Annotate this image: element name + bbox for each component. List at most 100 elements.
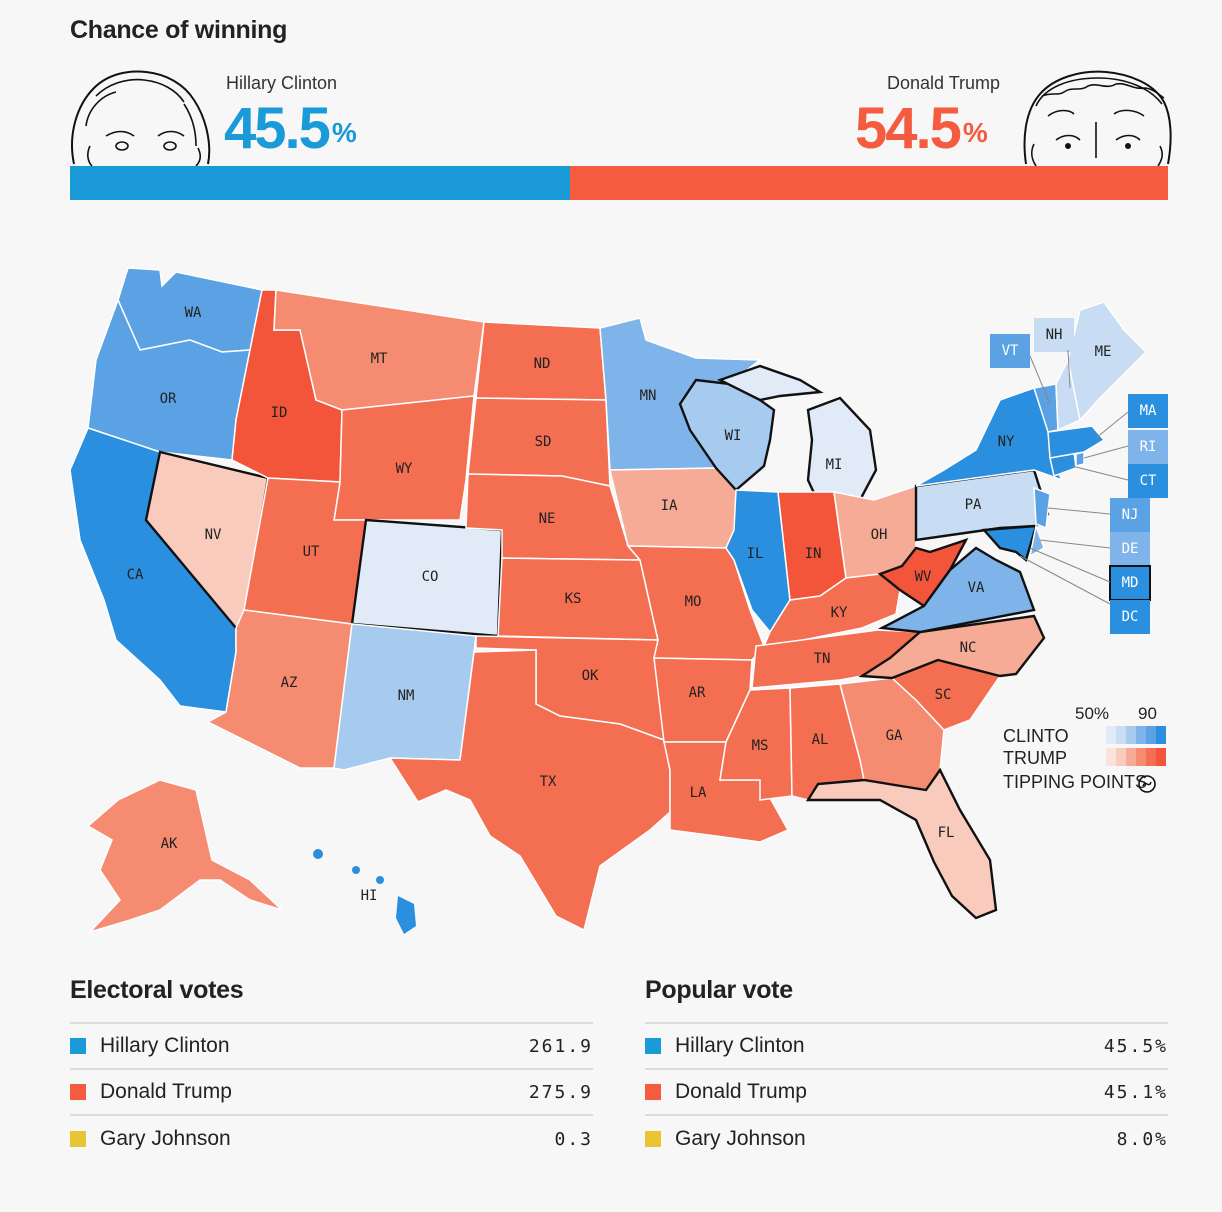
state-label-VA: VA: [968, 580, 985, 596]
clinton-pct-value: 45.5: [224, 96, 331, 161]
box-CT[interactable]: [1128, 464, 1168, 498]
state-TX[interactable]: [388, 649, 671, 932]
state-label-OH: OH: [871, 527, 888, 543]
legend-swatch: [1106, 726, 1116, 744]
legend-swatch: [1146, 726, 1156, 744]
state-HI[interactable]: [313, 849, 416, 934]
legend-trump-label: TRUMP: [1003, 748, 1067, 768]
state-label-MT: MT: [371, 351, 388, 367]
state-label-OR: OR: [160, 391, 177, 407]
state-label-NJ: NJ: [1122, 507, 1139, 523]
electoral-votes-title: Electoral votes: [70, 976, 593, 1024]
state-label-CA: CA: [127, 567, 144, 583]
state-label-VT: VT: [1002, 343, 1019, 359]
legend-swatch: [1156, 748, 1166, 766]
state-WY[interactable]: [333, 395, 475, 521]
box-MD[interactable]: [1109, 565, 1151, 601]
state-label-MA: MA: [1140, 403, 1157, 419]
state-label-TX: TX: [540, 774, 557, 790]
state-MD[interactable]: [981, 524, 1038, 563]
clinton-win-probability: 45.5%: [224, 100, 357, 158]
state-label-MI: MI: [826, 457, 843, 473]
state-labels: WA OR CA NV ID MT WY UT CO AZ NM AK HI ND SD NE KS OK TX MN…: [127, 305, 1157, 904]
row-value: 0.3: [554, 1128, 593, 1150]
state-label-CT: CT: [1140, 473, 1157, 489]
table-row: Hillary Clinton 45.5%: [645, 1024, 1168, 1070]
state-shapes: [69, 267, 1148, 934]
state-label-WV: WV: [915, 569, 932, 585]
box-DE[interactable]: [1110, 532, 1150, 566]
state-ME[interactable]: [1067, 301, 1148, 422]
state-NC[interactable]: [858, 614, 1046, 680]
legend-swatch: [1136, 748, 1146, 766]
box-NH[interactable]: [1034, 318, 1074, 352]
legend-swatch: [1146, 748, 1156, 766]
row-name: Gary Johnson: [100, 1127, 231, 1150]
state-label-ND: ND: [534, 356, 551, 372]
trump-pct-value: 54.5: [855, 96, 962, 161]
state-label-RI: RI: [1140, 439, 1157, 455]
legend-swatch: [1116, 748, 1126, 766]
state-label-LA: LA: [690, 785, 707, 801]
state-label-WA: WA: [185, 305, 202, 321]
state-label-NM: NM: [398, 688, 415, 704]
trump-swatch: [645, 1084, 661, 1100]
box-MA[interactable]: [1128, 394, 1168, 428]
johnson-swatch: [70, 1131, 86, 1147]
row-value: 45.5%: [1103, 1035, 1168, 1057]
row-name: Hillary Clinton: [100, 1034, 230, 1057]
state-label-IA: IA: [661, 498, 678, 514]
state-label-SC: SC: [935, 687, 952, 703]
state-RI[interactable]: [1075, 451, 1085, 467]
state-label-CO: CO: [422, 569, 439, 585]
state-label-IL: IL: [747, 546, 764, 562]
state-label-MD: MD: [1122, 575, 1139, 591]
state-label-WI: WI: [725, 428, 742, 444]
legend-scale-low: 50%: [1075, 704, 1110, 723]
row-value: 261.9: [528, 1035, 593, 1057]
state-label-MN: MN: [640, 388, 657, 404]
state-MA[interactable]: [1047, 425, 1106, 459]
trump-portrait-icon: [1023, 70, 1172, 166]
state-label-MS: MS: [752, 738, 769, 754]
box-DC[interactable]: [1110, 600, 1150, 634]
state-label-DC: DC: [1122, 609, 1139, 625]
legend-swatch: [1106, 748, 1116, 766]
state-label-GA: GA: [886, 728, 903, 744]
clinton-name: Hillary Clinton: [226, 73, 338, 93]
state-KY[interactable]: [762, 573, 901, 647]
state-label-MO: MO: [685, 594, 702, 610]
state-label-HI: HI: [361, 888, 378, 904]
box-RI[interactable]: [1128, 430, 1168, 464]
state-label-FL: FL: [938, 825, 955, 841]
clinton-portrait-icon: [71, 70, 211, 166]
trump-pct-sign: %: [962, 117, 988, 148]
clinton-swatch: [70, 1038, 86, 1054]
johnson-swatch: [645, 1131, 661, 1147]
state-label-AZ: AZ: [281, 675, 298, 691]
tipping-point-icon: [1138, 775, 1156, 793]
state-label-AK: AK: [161, 836, 178, 852]
table-row: Gary Johnson 8.0%: [645, 1116, 1168, 1162]
state-DE[interactable]: [1028, 523, 1045, 558]
state-label-DE: DE: [1122, 541, 1139, 557]
legend-swatch: [1126, 726, 1136, 744]
state-WV[interactable]: [877, 537, 969, 608]
box-NJ[interactable]: [1110, 498, 1150, 532]
row-name: Donald Trump: [675, 1080, 807, 1103]
state-label-OK: OK: [582, 668, 599, 684]
box-VT[interactable]: [990, 334, 1030, 368]
state-NJ[interactable]: [1033, 486, 1051, 530]
legend-clinton-scale: [1106, 726, 1166, 744]
table-row: Hillary Clinton 261.9: [70, 1024, 593, 1070]
state-FL[interactable]: [805, 767, 998, 920]
state-VA[interactable]: [877, 546, 1036, 634]
state-AK[interactable]: [86, 779, 283, 934]
table-row: Donald Trump 275.9: [70, 1070, 593, 1116]
legend-tipping-label: TIPPING POINTS: [1003, 772, 1148, 792]
state-label-TN: TN: [814, 651, 831, 667]
state-label-ID: ID: [271, 405, 288, 421]
trump-name: Donald Trump: [887, 73, 1001, 93]
legend-swatch: [1136, 726, 1146, 744]
legend-scale-high: 90: [1138, 704, 1157, 723]
